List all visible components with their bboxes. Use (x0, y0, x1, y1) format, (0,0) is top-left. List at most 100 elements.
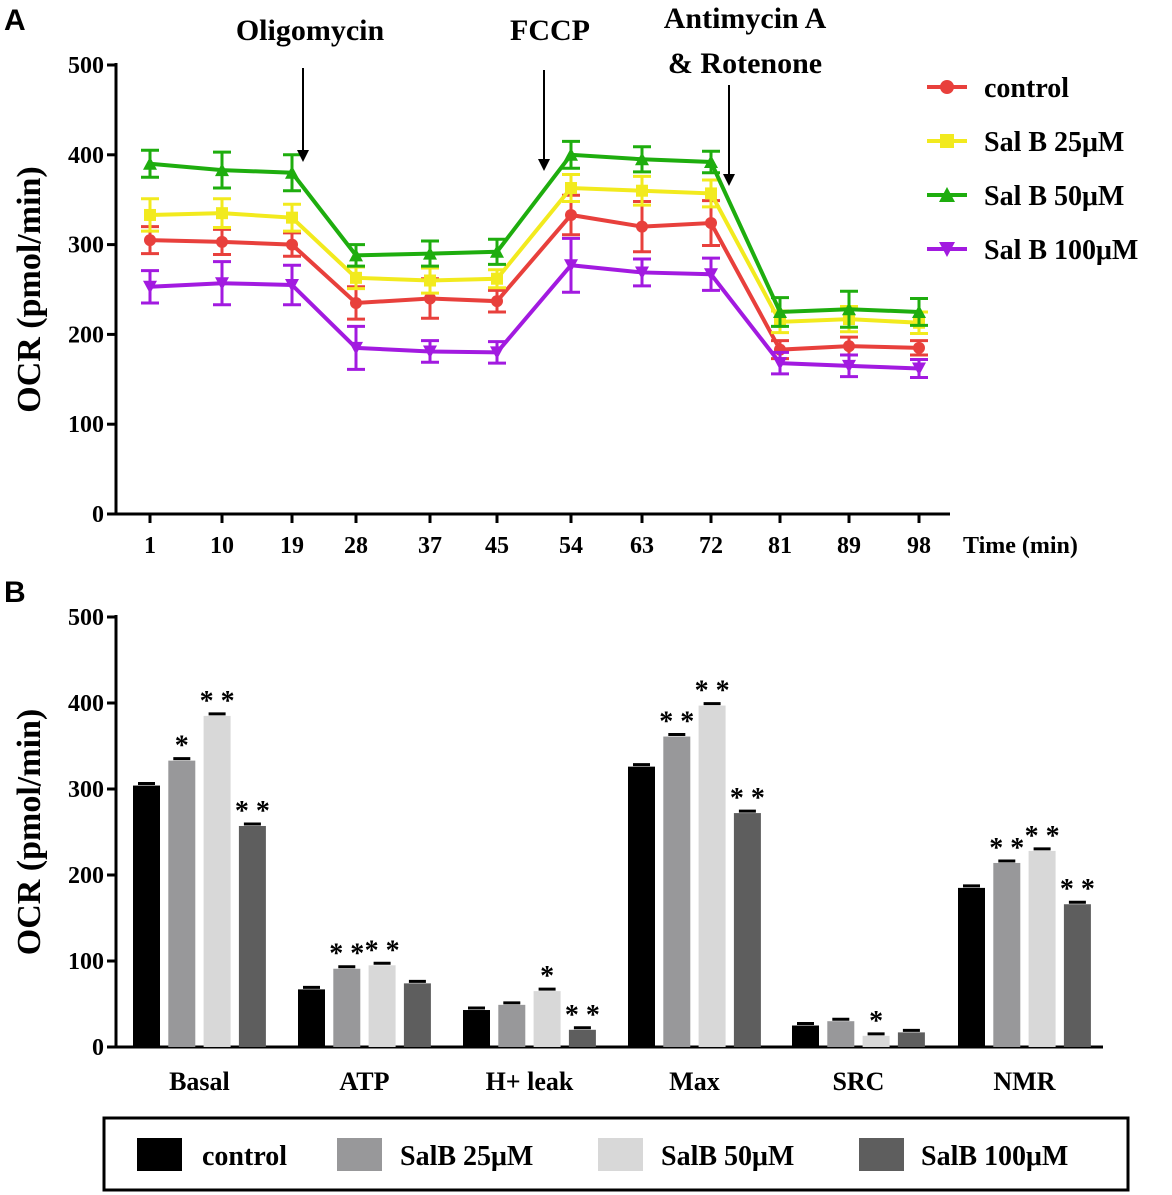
injection-annotation: FCCP (510, 14, 590, 171)
data-point (286, 211, 298, 224)
significance-mark: * * (695, 676, 730, 707)
category-label: SRC (832, 1067, 884, 1096)
y-tick-label: 0 (92, 1035, 104, 1061)
significance-mark: * * (235, 796, 270, 827)
legend-label: Sal B 100μM (984, 235, 1138, 266)
panel-label-b: B (4, 576, 26, 609)
y-tick-label: 500 (68, 53, 104, 79)
data-point (913, 341, 925, 354)
data-point (491, 295, 503, 308)
data-point (940, 134, 954, 148)
data-point (704, 268, 718, 282)
x-tick-label: 98 (907, 533, 931, 559)
series-sal-b-25-m (141, 173, 928, 336)
data-point (939, 242, 955, 257)
data-point (216, 207, 228, 220)
bar (958, 887, 985, 1047)
data-point (843, 340, 855, 353)
y-tick-label: 300 (68, 777, 104, 803)
x-tick-label: 19 (280, 533, 304, 559)
significance-mark: * (175, 731, 189, 762)
bar (698, 705, 726, 1047)
data-point (912, 362, 926, 376)
bar (1063, 904, 1091, 1047)
line-chart-panel: 0 100 200 300 400 500 1 10 19 28 37 45 54 63 72 81 89 98 T… (11, 2, 1138, 559)
x-tick-label: 81 (768, 533, 792, 559)
legend-label: Sal B 25μM (984, 127, 1124, 158)
bar-legend-frame (102, 1116, 1130, 1192)
x-tick-label: 37 (418, 533, 442, 559)
data-point (842, 302, 856, 316)
data-point (349, 341, 363, 355)
significance-mark: * (540, 961, 554, 992)
significance-mark: * * (659, 707, 694, 738)
bar (663, 736, 691, 1047)
y-tick-label: 100 (68, 949, 104, 975)
data-point (705, 217, 717, 230)
data-point (490, 346, 504, 360)
series-line (149, 263, 920, 371)
significance-mark: * * (989, 833, 1024, 864)
data-point (216, 235, 228, 248)
legend-swatch (337, 1138, 382, 1171)
data-point (490, 244, 504, 258)
bar (498, 1004, 526, 1047)
data-point (939, 187, 955, 202)
data-point (842, 359, 856, 373)
data-point (705, 187, 717, 200)
significance-mark: * * (200, 686, 235, 717)
data-point (286, 238, 298, 251)
annotation-text: & Rotenone (668, 47, 822, 80)
data-point (773, 357, 787, 371)
bar (203, 715, 231, 1047)
y-tick-label: 0 (92, 502, 104, 528)
data-point (912, 304, 926, 318)
bar (897, 1032, 925, 1047)
series-sal-b-50-m (141, 139, 928, 329)
legend-swatch (859, 1138, 904, 1171)
y-tick-label: 200 (68, 322, 104, 348)
data-point (350, 271, 362, 284)
data-point (143, 280, 157, 294)
significance-mark: * * (365, 935, 400, 966)
data-point (636, 220, 648, 233)
significance-mark: * * (329, 939, 364, 970)
data-point (491, 272, 503, 285)
series-line (149, 212, 920, 352)
data-point (215, 277, 229, 291)
significance-mark: * * (1060, 874, 1095, 905)
data-point (565, 208, 577, 221)
x-tick-label: 1 (144, 533, 156, 559)
data-point (350, 296, 362, 309)
category-label: Max (669, 1067, 720, 1096)
x-tick-label: 28 (344, 533, 368, 559)
y-tick-label: 200 (68, 863, 104, 889)
bar (368, 965, 396, 1047)
data-point (940, 80, 954, 94)
x-tick-label: 72 (699, 533, 723, 559)
injection-annotation: Oligomycin (236, 14, 384, 162)
y-tick-label: 100 (68, 412, 104, 438)
data-point (285, 279, 299, 293)
data-point (424, 292, 436, 305)
x-axis-title: Time (min) (963, 533, 1078, 559)
bar (533, 991, 561, 1047)
data-point (215, 163, 229, 177)
line-legend: control Sal B 25μM Sal B 50μM Sal B 100μM (927, 73, 1138, 266)
injection-annotation: Antimycin A & Rotenone (664, 2, 827, 186)
bar (733, 813, 761, 1047)
bar (403, 983, 431, 1047)
significance-mark: * * (730, 783, 765, 814)
data-point (635, 152, 649, 166)
bar (862, 1035, 890, 1047)
annotation-text: Antimycin A (664, 2, 827, 35)
bar (168, 760, 196, 1047)
bar (628, 766, 655, 1047)
data-point (704, 154, 718, 168)
annotation-arrow-head (297, 150, 309, 162)
x-tick-label: 10 (210, 533, 234, 559)
data-point (423, 345, 437, 359)
series-line (149, 152, 920, 315)
y-axis-title: OCR (pmol/min) (11, 709, 48, 956)
